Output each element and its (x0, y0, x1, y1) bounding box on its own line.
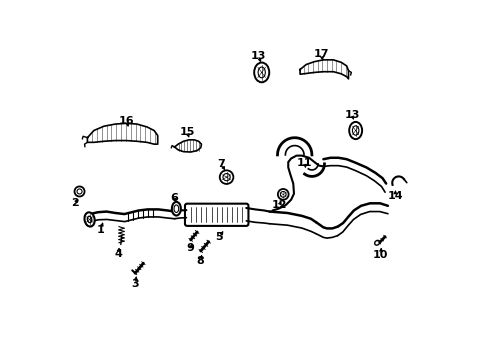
Text: 13: 13 (251, 51, 266, 61)
Ellipse shape (171, 202, 181, 216)
Ellipse shape (280, 192, 285, 197)
Text: 9: 9 (186, 243, 194, 253)
Polygon shape (87, 123, 158, 144)
Text: 4: 4 (114, 248, 122, 258)
Text: 5: 5 (215, 232, 223, 242)
Text: 7: 7 (217, 159, 224, 169)
Ellipse shape (277, 189, 288, 200)
Text: 16: 16 (119, 116, 134, 126)
Ellipse shape (74, 186, 84, 197)
Ellipse shape (348, 122, 362, 139)
Text: 11: 11 (296, 158, 312, 168)
Ellipse shape (84, 212, 95, 226)
Ellipse shape (77, 189, 82, 194)
Text: 14: 14 (386, 191, 402, 201)
Text: 15: 15 (179, 127, 194, 136)
Text: 8: 8 (197, 256, 204, 266)
Ellipse shape (174, 205, 178, 212)
Text: 1: 1 (96, 225, 104, 235)
Text: 2: 2 (71, 198, 79, 208)
Text: 12: 12 (271, 200, 287, 210)
Polygon shape (300, 60, 348, 79)
Ellipse shape (219, 170, 233, 184)
Ellipse shape (223, 174, 230, 181)
FancyBboxPatch shape (184, 204, 248, 226)
Text: 10: 10 (372, 250, 387, 260)
Text: 3: 3 (131, 279, 139, 289)
Ellipse shape (258, 67, 265, 78)
Text: 17: 17 (313, 49, 329, 59)
Ellipse shape (352, 126, 358, 135)
Ellipse shape (374, 240, 379, 245)
Polygon shape (174, 140, 201, 152)
Text: 13: 13 (344, 111, 359, 121)
Ellipse shape (87, 216, 92, 222)
Ellipse shape (254, 63, 269, 82)
Text: 6: 6 (170, 193, 178, 203)
